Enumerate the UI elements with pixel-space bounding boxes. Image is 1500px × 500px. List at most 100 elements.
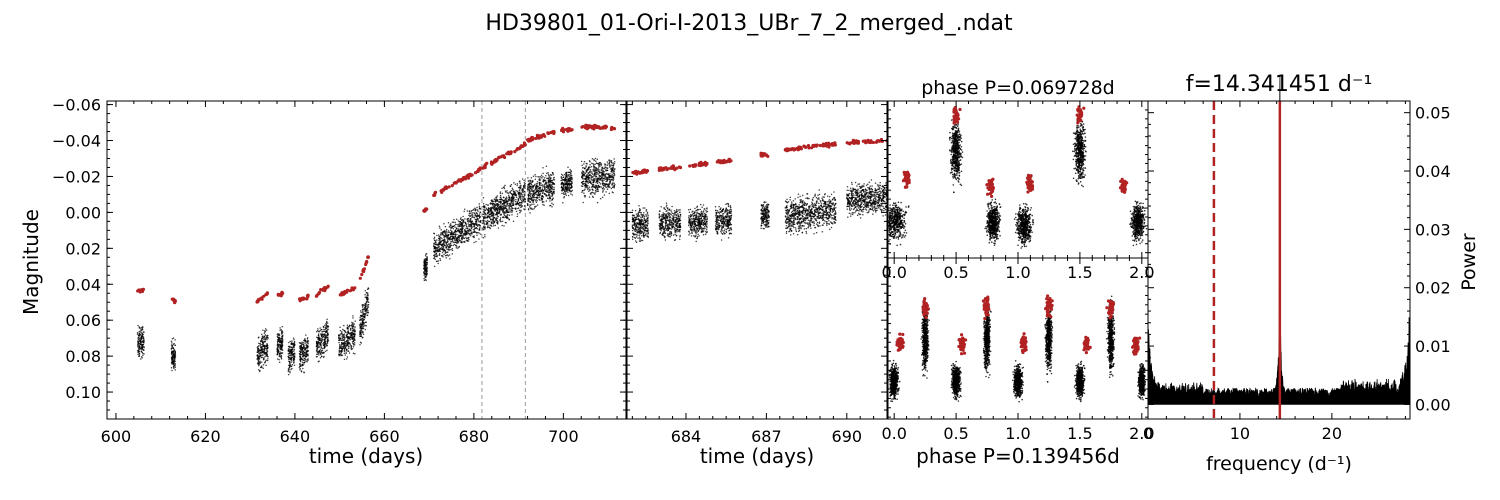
light-curve-point <box>347 331 349 333</box>
zoom-point <box>644 222 647 224</box>
light-curve-point <box>602 180 604 182</box>
light-curve-point <box>267 337 269 339</box>
light-curve-point <box>299 365 301 367</box>
light-curve-point <box>445 247 447 249</box>
light-curve-point <box>535 175 537 178</box>
light-curve-point <box>548 193 550 196</box>
light-curve-point <box>447 237 450 240</box>
light-curve-point <box>438 244 440 246</box>
light-curve-point <box>441 251 444 254</box>
light-curve-point <box>562 187 565 189</box>
light-curve-point <box>367 311 369 313</box>
light-curve-point <box>489 213 491 215</box>
light-curve-point <box>588 186 591 188</box>
light-curve-point <box>454 235 457 238</box>
light-curve-point <box>171 342 173 344</box>
light-curve-point <box>581 191 583 194</box>
light-curve-point <box>518 204 521 206</box>
light-curve-point <box>300 364 302 367</box>
light-curve-point <box>340 354 342 357</box>
light-curve-point <box>487 207 490 209</box>
light-curve-point <box>316 342 319 344</box>
light-curve-point <box>531 181 533 184</box>
light-curve-point <box>513 182 515 184</box>
light-curve-point <box>608 164 611 167</box>
light-curve-point <box>263 350 266 352</box>
light-curve-point <box>464 218 466 220</box>
light-curve-point <box>594 186 597 189</box>
light-curve-point <box>604 185 607 187</box>
light-curve-point <box>592 164 595 166</box>
light-curve-point <box>299 355 301 358</box>
light-curve-point <box>506 205 508 207</box>
light-curve-point <box>287 358 290 361</box>
light-curve-point <box>465 236 467 239</box>
light-curve-point <box>565 194 568 196</box>
zoom-panel: 684 687 690 time (days) <box>626 100 889 468</box>
light-curve-point <box>564 185 567 188</box>
light-curve-point <box>438 252 441 255</box>
light-curve-point <box>612 171 614 174</box>
light-curve-point <box>444 225 447 228</box>
light-curve-point <box>276 341 279 343</box>
light-curve-point <box>461 237 463 240</box>
x-tick-label: 680 <box>459 427 490 446</box>
light-curve-point <box>611 164 614 167</box>
light-curve-point <box>318 342 320 344</box>
light-curve-point <box>137 324 139 327</box>
light-curve-point <box>142 354 144 356</box>
light-curve-point <box>500 198 502 201</box>
light-curve-point <box>613 170 616 173</box>
light-curve-point <box>281 337 284 339</box>
light-curve-point <box>338 341 340 344</box>
light-curve-point <box>582 180 585 183</box>
light-curve-point <box>484 226 486 228</box>
light-curve-point <box>316 350 319 353</box>
light-curve-point <box>276 353 278 356</box>
light-curve-point <box>456 233 458 236</box>
light-curve-point <box>258 345 260 347</box>
light-curve-point <box>601 167 604 170</box>
light-curve-point <box>143 349 145 351</box>
light-curve-point <box>591 185 594 187</box>
light-curve-point <box>142 326 144 328</box>
light-curve-point <box>353 328 356 330</box>
light-curve-point <box>471 211 473 214</box>
light-curve-point <box>453 218 455 221</box>
light-curve-point <box>349 327 352 330</box>
light-curve-point <box>597 188 599 191</box>
light-curve-red-point <box>340 293 344 297</box>
light-curve-point <box>303 339 305 342</box>
light-curve-point <box>172 337 175 339</box>
light-curve-point <box>265 359 267 362</box>
light-curve-point <box>521 178 524 180</box>
light-curve-point <box>276 348 279 351</box>
light-curve-point <box>521 202 523 204</box>
light-curve-point <box>585 169 587 171</box>
light-curve-point <box>353 339 355 341</box>
light-curve-point <box>584 172 586 174</box>
light-curve-point <box>362 310 364 313</box>
light-curve-point <box>278 347 280 349</box>
light-curve-point <box>612 186 614 189</box>
light-curve-point <box>501 216 504 219</box>
light-curve-point <box>493 217 496 219</box>
light-curve-point <box>306 358 309 361</box>
light-curve-red-point <box>470 173 474 177</box>
light-curve-point <box>524 208 526 211</box>
light-curve-point <box>500 201 502 204</box>
light-curve-point <box>516 203 518 205</box>
light-curve-point <box>172 351 174 353</box>
light-curve-point <box>338 349 341 352</box>
light-curve-point <box>444 231 446 233</box>
light-curve-point <box>318 354 320 356</box>
light-curve-point <box>535 205 537 208</box>
light-curve-point <box>551 186 554 188</box>
light-curve-red-point <box>581 125 585 129</box>
light-curve-point <box>262 364 265 366</box>
light-curve-point <box>315 343 318 345</box>
light-curve-point <box>367 298 369 300</box>
light-curve-point <box>449 244 452 247</box>
light-curve-ylabel: Magnitude <box>19 209 43 315</box>
light-curve-point <box>493 225 495 227</box>
